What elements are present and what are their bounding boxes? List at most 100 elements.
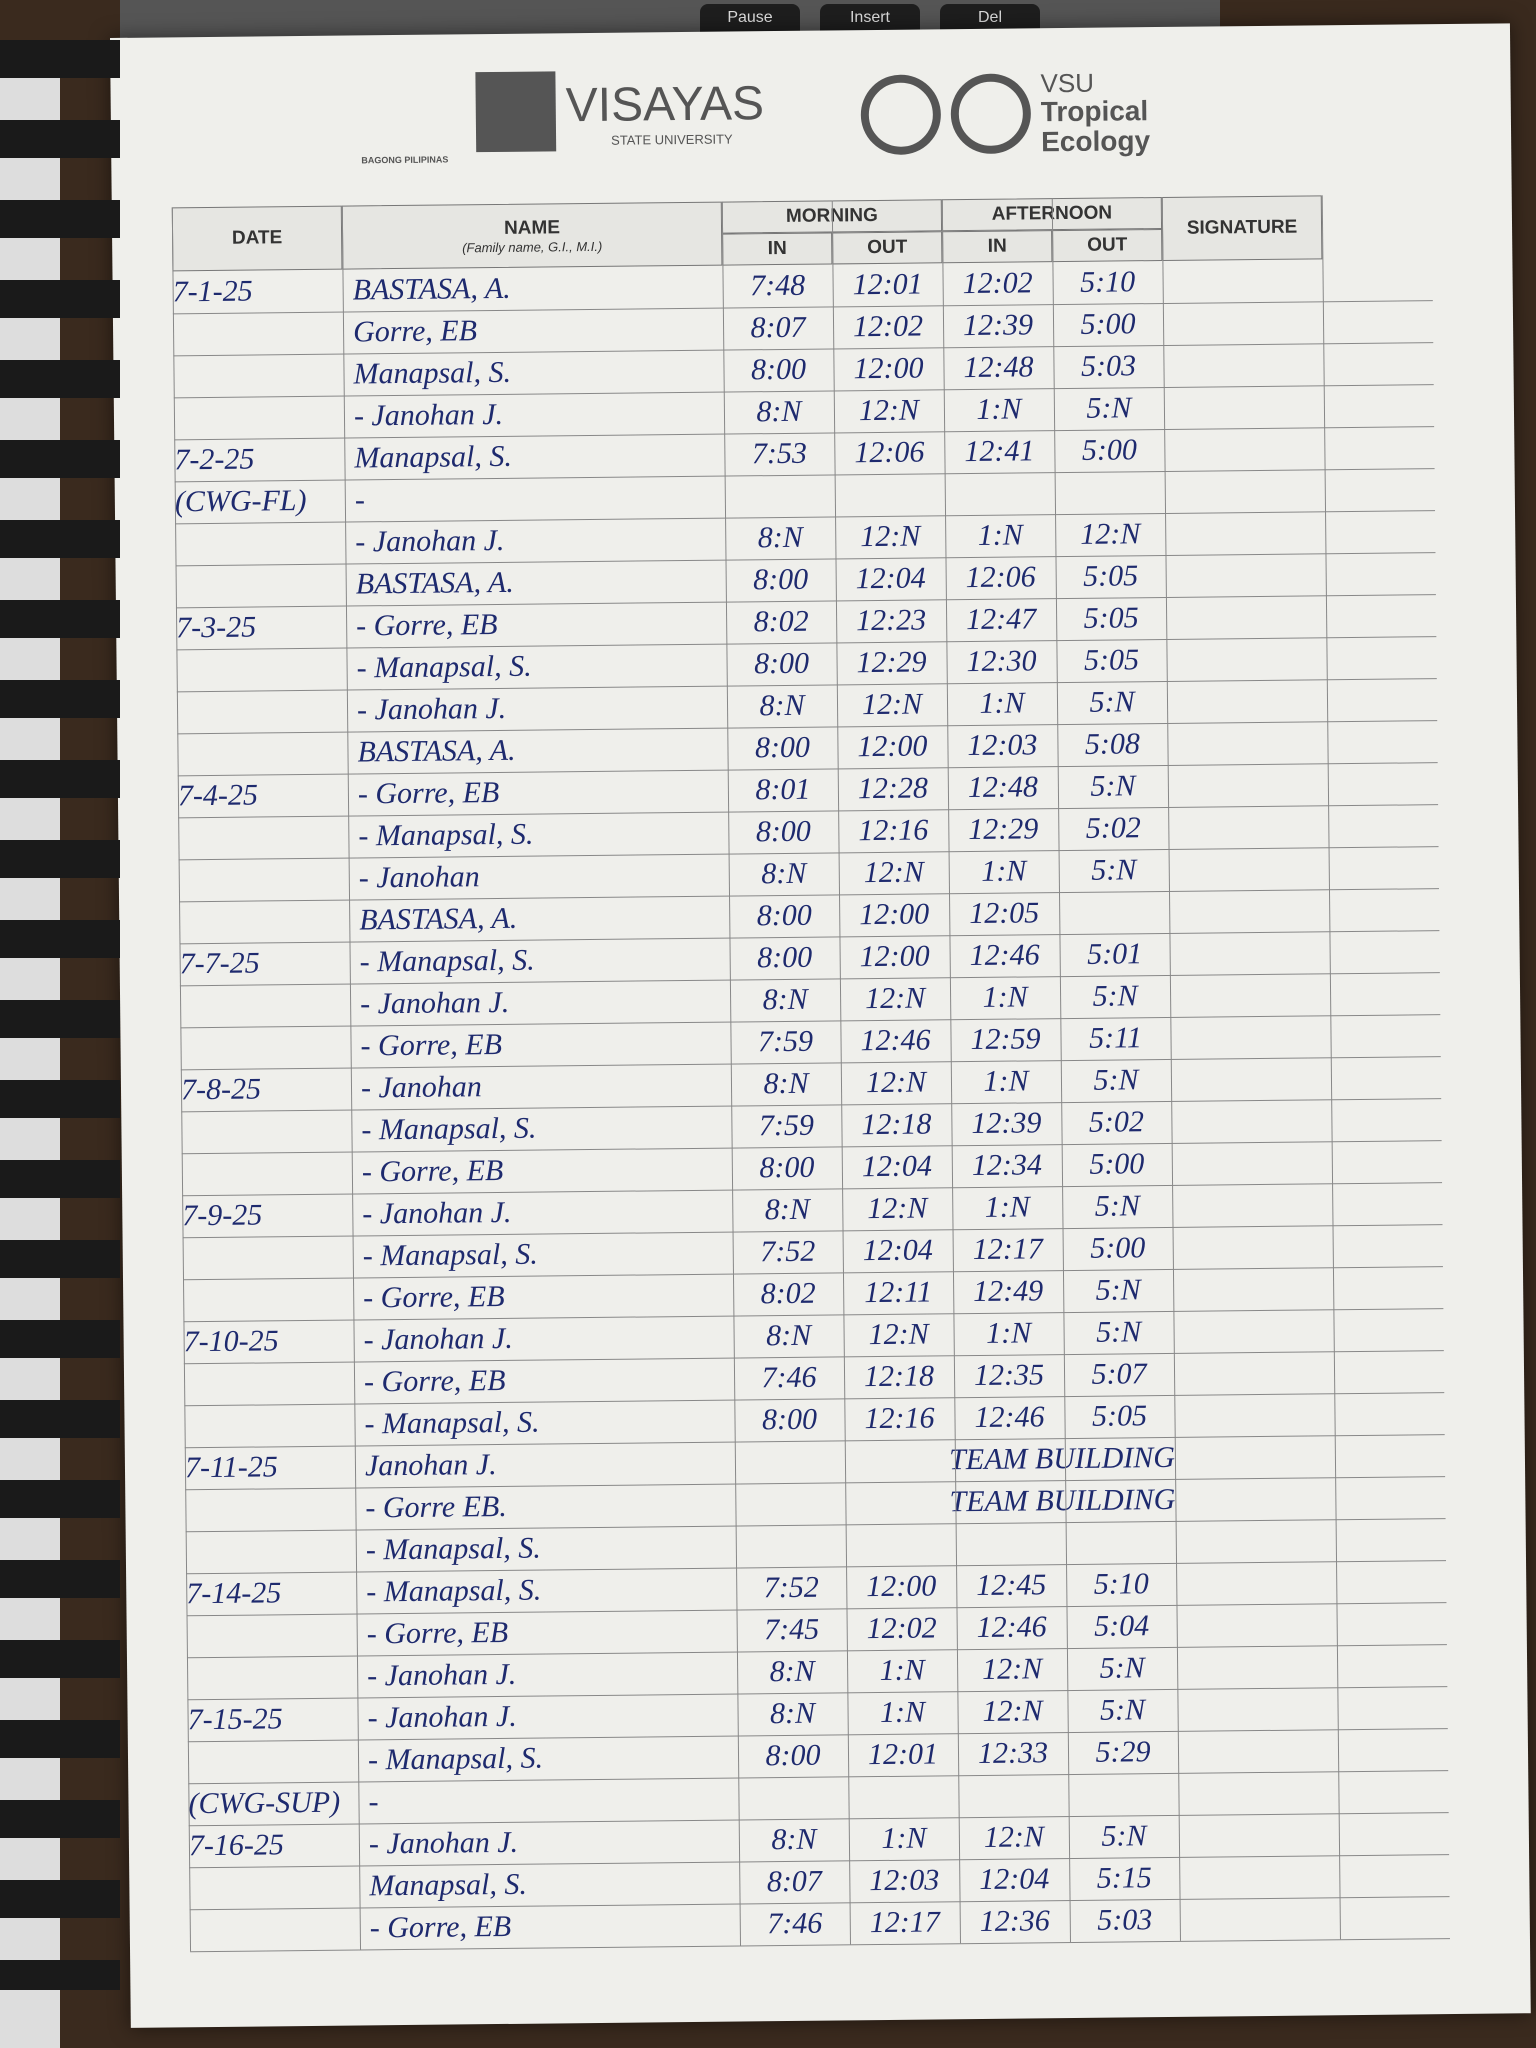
time-cell: 8:00 [765,1738,821,1773]
time-cell: 12:N [864,981,926,1016]
time-cell: 5:08 [1084,727,1141,761]
time-cell: 7:46 [767,1906,823,1941]
name-cell: - Manapsal, S. [365,1531,542,1567]
time-cell: 1:N [981,854,1027,888]
time-cell: 8:00 [756,940,813,975]
time-cell: 5:N [1093,1063,1139,1097]
date-cell: 7-15-25 [187,1702,283,1737]
time-cell: 12:18 [861,1107,932,1142]
name-cell: Janohan J. [364,1448,497,1483]
logo-text: VISAYAS [565,77,765,133]
name-cell: Manapsal, S. [354,439,513,475]
time-cell: 12:36 [979,1904,1050,1938]
time-cell: 8:N [756,394,802,429]
spiral-binding [0,40,120,1990]
time-cell: 12:00 [857,729,928,764]
time-cell: 12:46 [976,1610,1047,1645]
time-cell: 12:29 [968,812,1039,847]
time-cell: 12:N [863,855,924,890]
time-cell: 7:52 [760,1234,816,1269]
name-cell: - Janohan J. [353,397,504,433]
time-cell: 5:N [1090,769,1136,803]
date-cell: (CWG-FL) [174,483,307,519]
time-cell: 1:N [982,980,1028,1014]
logo [950,73,1032,155]
time-cell: 5:N [1095,1315,1142,1349]
time-cell: 12:00 [859,897,930,932]
time-cell: 12:06 [854,435,925,470]
time-cell: 7:45 [764,1612,820,1647]
time-cell: 12:00 [853,351,924,386]
time-cell: 12:00 [866,1569,937,1604]
time-cell: 12:N [983,1820,1045,1854]
time-cell: 5:N [1089,685,1135,719]
time-cell: 12:05 [969,896,1040,931]
name-cell: - Gorre, EB [357,775,500,811]
time-cell: 12:N [861,687,923,722]
time-cell: 12:01 [852,267,923,302]
time-cell: 12:01 [867,1737,939,1772]
date-cell: 7-11-25 [184,1450,278,1485]
time-cell: 8:N [764,1192,810,1227]
logo-text: VSU [1040,67,1095,99]
name-cell: - Janohan [360,1070,482,1105]
time-cell: 5:05 [1083,601,1139,635]
time-cell: 12:04 [862,1233,933,1268]
name-cell: BASTASA, A. [352,271,511,307]
time-cell: 5:N [1091,853,1137,887]
time-cell: 12:17 [869,1905,940,1940]
time-cell: 1:N [976,392,1022,426]
name-cell: - Janohan [358,860,480,895]
name-cell: - Gorre, EB [369,1909,512,1945]
name-cell: Gorre, EB [352,314,478,349]
date-cell: 7-14-25 [186,1576,282,1611]
time-cell: 5:02 [1088,1105,1145,1139]
date-cell: 7-8-25 [180,1072,262,1107]
time-cell: 1:N [879,1653,925,1688]
name-cell: - Manapsal, S. [359,943,535,979]
logo-text: Tropical [1040,95,1149,128]
time-cell: 5:07 [1091,1357,1147,1391]
time-cell: 8:07 [766,1864,823,1899]
time-cell: 12:N [858,393,920,428]
time-cell: 12:04 [855,561,926,596]
time-cell: 7:59 [757,1024,814,1059]
time-cell: 5:29 [1095,1735,1151,1769]
name-cell: BASTASA, A. [355,565,514,601]
time-cell: 5:N [1092,979,1138,1013]
time-cell: 7:59 [758,1108,815,1143]
time-cell: 12:03 [967,728,1038,763]
time-cell: 1:N [979,686,1025,720]
time-cell: 1:N [881,1821,927,1856]
time-cell: 8:00 [753,646,810,681]
name-cell: - Manapsal, S. [362,1237,538,1273]
time-cell: 8:N [757,520,803,555]
time-cell: 5:05 [1083,643,1140,677]
time-cell: 12:23 [855,603,927,638]
time-cell: 12:N [867,1191,928,1226]
name-cell: - [354,483,366,517]
name-cell: BASTASA, A. [357,733,516,769]
time-cell: 5:01 [1086,937,1143,971]
time-cell: 8:00 [759,1150,815,1185]
time-cell: 8:02 [753,604,809,639]
time-cell: 1:N [984,1190,1030,1224]
time-cell: 5:00 [1081,433,1138,467]
time-cell: 12:48 [967,770,1039,805]
column-header: SIGNATURE [1161,195,1323,261]
name-cell: - Gorre, EB [361,1153,504,1189]
date-cell: 7-2-25 [174,442,255,477]
time-cell: 12:02 [962,266,1033,301]
time-cell: 12:N [981,1652,1043,1686]
time-cell: 12:18 [863,1359,935,1394]
time-cell: 7:48 [749,268,806,303]
time-cell: 12:06 [965,560,1036,595]
name-cell: - Janohan J. [356,691,507,727]
logo [860,74,942,156]
name-cell: - Janohan J. [355,523,505,559]
time-cell: 8:00 [761,1402,818,1437]
time-cell: 12:N [860,519,921,554]
time-cell: 8:01 [755,772,811,807]
time-cell: 7:52 [763,1570,819,1605]
time-cell: 12:49 [973,1274,1044,1309]
